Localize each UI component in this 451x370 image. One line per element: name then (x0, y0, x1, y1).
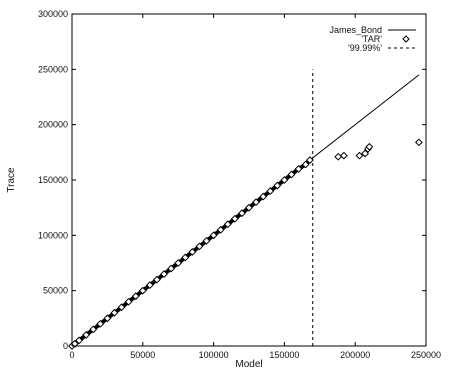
legend-label: '99.99%' (348, 43, 382, 53)
series-tar-point (103, 314, 112, 323)
y-tick-label: 150000 (38, 175, 68, 185)
y-tick-label: 300000 (38, 9, 68, 19)
x-tick-label: 50000 (130, 350, 155, 360)
y-tick-label: 250000 (38, 64, 68, 74)
plot-frame (71, 13, 427, 347)
legend: James_Bond'TAR''99.99%' (329, 25, 416, 53)
series-tar-point (273, 181, 282, 190)
series-tar-point (238, 209, 246, 218)
series-tar-point (339, 151, 348, 160)
x-tick-label: 200000 (340, 350, 370, 360)
series-tar-point (195, 242, 204, 251)
series-tar-point (294, 165, 303, 173)
series-tar-point (124, 297, 133, 306)
series-tar-point (230, 214, 239, 223)
series-tar-point (138, 286, 147, 295)
series-tar-point (209, 231, 218, 240)
y-tick-label: 100000 (38, 230, 68, 240)
series-tar-point (174, 259, 183, 267)
series-tar-point (145, 281, 154, 290)
series-tar-point (252, 198, 260, 207)
x-tick-label: 100000 (199, 350, 229, 360)
y-tick-label: 0 (63, 341, 68, 351)
series-tar-point (355, 151, 364, 160)
ticks-layer: 0 50000 100000 150000 200000 250000 0 50000 1000… (38, 9, 441, 360)
series-tar-point (75, 336, 83, 345)
series-tar-point (96, 319, 105, 328)
series-tar-point (131, 292, 140, 301)
series-tar-point (160, 270, 168, 278)
series-tar-point (259, 192, 268, 201)
series-tar-point (153, 275, 161, 284)
legend-label: James_Bond (329, 25, 382, 35)
y-tick-label: 200000 (38, 120, 68, 130)
series-tar-point (82, 331, 91, 339)
series-tar-point (365, 142, 374, 151)
series-tar-point (216, 225, 225, 234)
series-tar-point (89, 325, 98, 334)
x-axis-title: Model (235, 359, 262, 370)
x-tick-label: 0 (69, 350, 74, 360)
y-axis-title: Trace (6, 167, 17, 193)
series-tar-point (287, 170, 296, 179)
y-tick-label: 50000 (43, 286, 68, 296)
x-tick-label: 150000 (269, 350, 299, 360)
series-tar-point (117, 303, 126, 312)
series-tar-point (188, 248, 197, 256)
series-tar-point (245, 203, 253, 212)
series-tar-point (266, 187, 275, 195)
series-tar-point (301, 160, 310, 169)
series-tar-point (305, 156, 314, 164)
series-tar-point (70, 339, 79, 348)
series-tar-point (223, 220, 232, 229)
series-tar-point (181, 253, 190, 262)
series-tar-point (334, 152, 343, 161)
legend-swatch-diamond (402, 35, 410, 43)
series-tar-point (415, 138, 423, 147)
series-tar-point (202, 236, 211, 245)
series-layer (68, 69, 423, 350)
legend-label: 'TAR' (361, 34, 382, 44)
series-tar-point (167, 264, 176, 273)
series-tar-point (110, 308, 119, 317)
series-tar-point (280, 176, 289, 184)
x-tick-label: 250000 (411, 350, 441, 360)
series-tar-point (361, 149, 370, 158)
